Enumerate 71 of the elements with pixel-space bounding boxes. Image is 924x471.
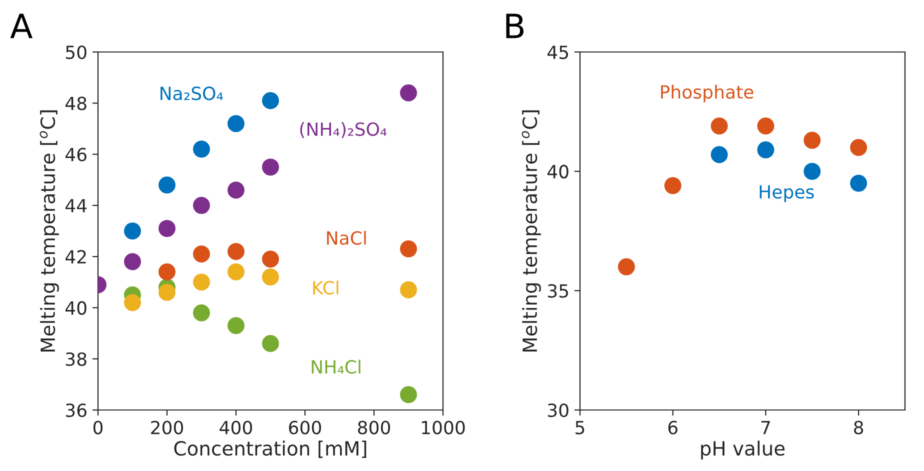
point xyxy=(400,386,418,404)
point xyxy=(400,84,418,102)
y-tick-label: 40 xyxy=(65,301,86,315)
text: A xyxy=(10,14,33,38)
y-tick-label: 50 xyxy=(66,45,86,60)
y-axis-title: Melting temperature [$^{o}$C] xyxy=(40,110,59,352)
point xyxy=(158,176,176,194)
series-label: (NH₄)₂SO₄ xyxy=(300,122,387,138)
point xyxy=(158,284,176,301)
point xyxy=(262,250,280,268)
point xyxy=(227,242,245,260)
series-label: NaCl xyxy=(327,230,366,245)
x-tick-label: 8 xyxy=(854,420,864,434)
point xyxy=(227,115,245,132)
point xyxy=(192,246,210,263)
point xyxy=(227,263,245,280)
point xyxy=(192,274,210,291)
x-tick-label: 5 xyxy=(576,420,584,434)
y-tick-label: 36 xyxy=(66,403,86,418)
point xyxy=(158,263,176,280)
x-tick-label: 600 xyxy=(289,420,322,434)
point xyxy=(124,253,142,270)
y-tick-label: 44 xyxy=(65,199,87,212)
x-tick-label: 400 xyxy=(220,420,252,434)
point xyxy=(227,182,245,199)
x-axis-title: pH value xyxy=(701,440,785,460)
series-label: NH₄Cl xyxy=(312,360,360,374)
y-tick-label: 42 xyxy=(65,250,86,264)
point xyxy=(850,138,868,156)
x-tick-label: 6 xyxy=(668,420,678,434)
y-tick-label: 46 xyxy=(65,148,86,162)
point xyxy=(710,146,728,164)
point xyxy=(124,294,142,312)
x-axis-title: Concentration [mM] xyxy=(174,440,366,458)
point xyxy=(192,196,210,214)
y-tick-label: 45 xyxy=(547,46,568,60)
point xyxy=(804,132,821,149)
x-tick-label: 7 xyxy=(761,420,770,434)
x-tick-label: 1000 xyxy=(422,420,465,434)
point xyxy=(804,162,821,180)
point xyxy=(757,117,774,134)
point xyxy=(262,158,280,176)
point xyxy=(262,335,280,352)
point xyxy=(618,258,635,276)
point xyxy=(192,140,210,158)
point xyxy=(664,177,682,194)
y-tick-label: 35 xyxy=(548,284,568,298)
text: B xyxy=(506,14,524,38)
x-tick-label: 200 xyxy=(151,420,184,434)
y-tick-label: 30 xyxy=(548,403,568,418)
point xyxy=(124,222,142,240)
y-tick-label: 48 xyxy=(65,96,86,110)
point xyxy=(400,281,418,298)
point xyxy=(158,220,176,237)
y-tick-label: 38 xyxy=(66,352,86,366)
y-axis-title: Melting temperature [$^{o}$C] xyxy=(522,110,541,352)
y-tick-label: 40 xyxy=(547,164,568,178)
x-tick-label: 0 xyxy=(93,420,103,434)
point xyxy=(262,268,280,286)
point xyxy=(262,92,280,110)
point xyxy=(710,117,728,134)
point xyxy=(850,174,868,192)
series-label: Hepes xyxy=(760,185,814,202)
series-label: KCl xyxy=(313,280,338,295)
point xyxy=(400,240,418,258)
point xyxy=(227,317,245,334)
series-label: Na₂SO₄ xyxy=(160,86,223,100)
series-label: Phosphate xyxy=(661,84,754,102)
x-tick-label: 800 xyxy=(358,420,390,434)
point xyxy=(192,304,210,322)
point xyxy=(757,141,774,158)
